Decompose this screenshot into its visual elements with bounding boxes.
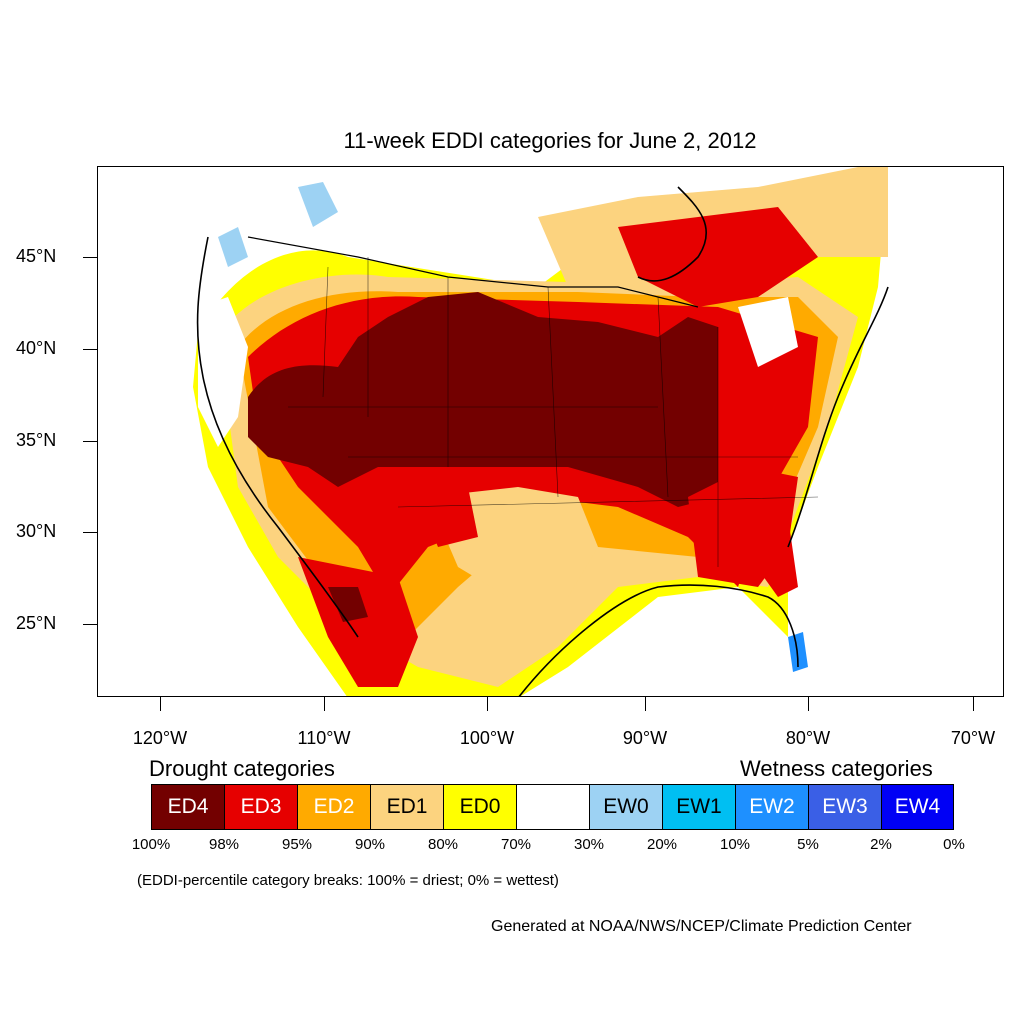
legend-swatch-ew3: EW3 <box>808 784 881 830</box>
great-lakes-white <box>738 297 798 367</box>
percentile-label: 98% <box>208 836 240 853</box>
legend-swatch-ed0: ED0 <box>443 784 516 830</box>
lat-tick <box>83 349 97 350</box>
texas-ed3-spot <box>418 487 478 547</box>
lon-label-110: 110°W <box>297 728 351 748</box>
west-coast-white <box>198 297 248 447</box>
credit-text: Generated at NOAA/NWS/NCEP/Climate Predi… <box>491 918 912 935</box>
lon-tick <box>324 697 325 711</box>
lon-label-90: 90°W <box>622 728 668 748</box>
wetness-categories-heading: Wetness categories <box>740 756 933 781</box>
legend-swatch-ed1: ED1 <box>370 784 443 830</box>
lat-tick <box>83 257 97 258</box>
lon-label-80: 80°W <box>785 728 831 748</box>
percentile-label: 0% <box>943 836 965 853</box>
percentile-label: 20% <box>646 836 678 853</box>
legend-swatch-ew4: EW4 <box>881 784 954 830</box>
map-canvas <box>193 167 889 696</box>
percentile-label: 95% <box>281 836 313 853</box>
lat-label-40: 40°N <box>16 338 57 358</box>
lat-tick <box>83 532 97 533</box>
lon-tick <box>487 697 488 711</box>
lat-label-25: 25°N <box>16 613 57 633</box>
lon-tick <box>645 697 646 711</box>
state-lines <box>288 257 819 567</box>
ed4-core-region <box>248 292 718 507</box>
lon-tick <box>973 697 974 711</box>
drought-categories-heading: Drought categories <box>149 756 335 781</box>
legend-swatch-ew0: EW0 <box>589 784 662 830</box>
southwest-ed4-spot <box>328 587 368 622</box>
percentile-label: 5% <box>797 836 819 853</box>
legend-swatch-ew1: EW1 <box>662 784 735 830</box>
lat-label-30: 30°N <box>16 521 57 541</box>
legend-swatch-ed3: ED3 <box>224 784 297 830</box>
lon-tick <box>160 697 161 711</box>
percentile-label: 80% <box>427 836 459 853</box>
coastline <box>196 186 889 696</box>
legend-swatch-neutral <box>516 784 589 830</box>
percentile-label: 10% <box>719 836 751 853</box>
lon-tick <box>808 697 809 711</box>
legend-swatch-ed2: ED2 <box>297 784 370 830</box>
gulf-ed3-region <box>728 517 798 597</box>
legend-swatch-ew2: EW2 <box>735 784 808 830</box>
lon-label-120: 120°W <box>132 728 188 748</box>
percentile-label: 2% <box>870 836 892 853</box>
map-title: 11-week EDDI categories for June 2, 2012 <box>343 128 757 153</box>
lat-tick <box>83 441 97 442</box>
southwest-ed3-region <box>298 557 418 687</box>
lat-label-35: 35°N <box>16 430 57 450</box>
lon-label-70: 70°W <box>950 728 996 748</box>
lat-label-45: 45°N <box>16 246 57 266</box>
percentile-note: (EDDI-percentile category breaks: 100% =… <box>137 872 559 889</box>
legend-swatch-ed4: ED4 <box>151 784 224 830</box>
lon-label-100: 100°W <box>459 728 515 748</box>
percentile-label: 70% <box>500 836 532 853</box>
percentile-label: 30% <box>573 836 605 853</box>
category-legend: ED4 ED3 ED2 ED1 ED0 EW0 EW1 EW2 EW3 EW4 <box>151 784 954 830</box>
percentile-label: 90% <box>354 836 386 853</box>
percentile-label: 100% <box>131 836 171 853</box>
lat-tick <box>83 624 97 625</box>
northwest-wet-spots <box>218 182 338 267</box>
eddi-map <box>97 166 1004 697</box>
canada-ed3-region <box>618 207 818 307</box>
